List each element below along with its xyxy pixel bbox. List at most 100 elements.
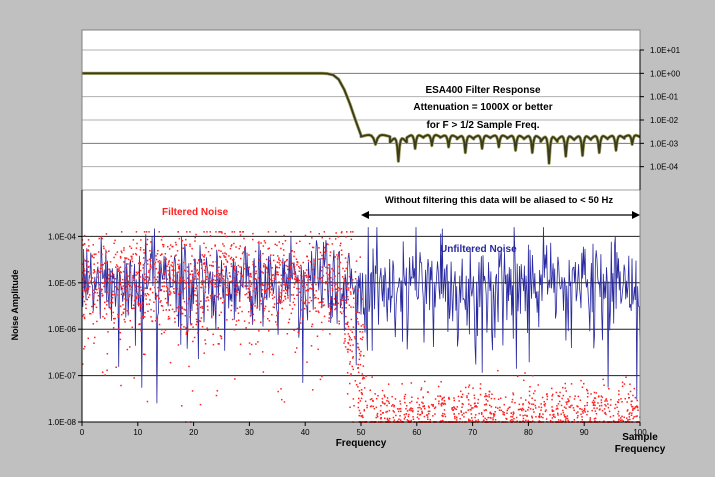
filtered-noise-point xyxy=(332,269,335,272)
filtered-noise-point xyxy=(220,337,223,340)
filtered-noise-point xyxy=(83,243,86,245)
filtered-noise-point xyxy=(259,259,261,261)
filtered-noise-point xyxy=(121,251,123,254)
filtered-noise-point xyxy=(559,419,562,421)
filtered-noise-point xyxy=(440,403,442,405)
filtered-noise-point xyxy=(246,293,248,295)
filtered-noise-point xyxy=(314,307,316,309)
filtered-noise-point xyxy=(295,280,297,283)
filtered-noise-point xyxy=(218,249,220,252)
filtered-noise-point xyxy=(271,274,274,277)
filtered-noise-point xyxy=(512,414,514,416)
filtered-noise-point xyxy=(182,297,185,300)
filtered-noise-point xyxy=(141,289,143,291)
filtered-noise-point xyxy=(573,409,575,411)
filtered-noise-point xyxy=(395,414,397,417)
filtered-noise-point xyxy=(408,420,410,422)
filtered-noise-point xyxy=(214,282,217,285)
filtered-noise-point xyxy=(453,399,455,402)
filtered-noise-point xyxy=(341,307,343,309)
filtered-noise-point xyxy=(562,420,564,423)
filtered-noise-point xyxy=(123,294,125,296)
filtered-noise-point xyxy=(177,306,180,308)
filtered-noise-point xyxy=(111,297,113,299)
filtered-noise-point xyxy=(112,293,114,296)
filtered-noise-point xyxy=(260,283,263,285)
filtered-noise-point xyxy=(411,408,414,410)
filtered-noise-point xyxy=(115,286,117,288)
filtered-noise-point xyxy=(218,343,220,345)
filtered-noise-point xyxy=(195,294,198,297)
filtered-noise-point xyxy=(333,303,335,305)
filtered-noise-point xyxy=(178,259,180,262)
filtered-noise-point xyxy=(97,295,100,297)
filtered-noise-point xyxy=(104,262,106,264)
filtered-noise-point xyxy=(114,239,116,242)
filtered-noise-point xyxy=(147,310,149,312)
filtered-noise-point xyxy=(94,336,96,339)
alias-arrow-head-left xyxy=(361,211,369,219)
filtered-noise-point xyxy=(319,378,322,381)
filtered-noise-point xyxy=(103,281,106,283)
filtered-noise-point xyxy=(116,288,119,290)
filtered-noise-point xyxy=(347,333,350,335)
filtered-noise-point xyxy=(461,414,463,416)
filtered-noise-point xyxy=(346,295,349,298)
filtered-noise-point xyxy=(93,263,95,265)
filtered-noise-point xyxy=(565,390,567,392)
filtered-noise-point xyxy=(131,326,133,329)
filtered-noise-point xyxy=(388,402,390,404)
filtered-noise-point xyxy=(131,256,133,258)
filtered-noise-point xyxy=(181,405,183,407)
filtered-noise-point xyxy=(375,397,378,400)
filtered-noise-point xyxy=(351,357,354,359)
filtered-noise-point xyxy=(344,257,347,259)
filtered-noise-point xyxy=(203,280,205,282)
filtered-noise-point xyxy=(348,287,350,289)
filtered-noise-point xyxy=(334,308,336,311)
filtered-noise-point xyxy=(566,417,569,420)
filtered-noise-point xyxy=(531,417,533,419)
filtered-noise-point xyxy=(350,293,352,295)
filtered-noise-point xyxy=(340,299,342,301)
filtered-noise-point xyxy=(304,272,306,274)
filtered-noise-point xyxy=(473,397,476,399)
filtered-noise-point xyxy=(197,278,199,280)
filtered-noise-point xyxy=(157,261,159,263)
filtered-noise-point xyxy=(627,409,629,411)
filtered-noise-point xyxy=(194,236,196,239)
filtered-noise-point xyxy=(637,409,639,411)
filtered-noise-point xyxy=(342,267,344,270)
filtered-noise-point xyxy=(185,238,187,241)
filtered-noise-point xyxy=(591,401,594,403)
filtered-noise-point xyxy=(568,399,570,402)
filtered-noise-point xyxy=(340,303,342,306)
filtered-noise-point xyxy=(148,231,150,233)
filtered-noise-point xyxy=(273,277,275,280)
filtered-noise-point xyxy=(102,245,105,248)
filtered-noise-point xyxy=(468,384,471,386)
filtered-noise-point xyxy=(330,277,332,279)
filtered-noise-point xyxy=(112,274,114,276)
filtered-noise-point xyxy=(443,402,446,405)
filtered-noise-point xyxy=(249,297,252,299)
filtered-noise-point xyxy=(235,324,237,326)
filtered-noise-point xyxy=(349,406,351,408)
filtered-noise-point xyxy=(361,338,363,341)
filtered-noise-point xyxy=(276,261,279,263)
filtered-noise-point xyxy=(126,285,128,288)
filtered-noise-point xyxy=(557,419,560,421)
filtered-noise-point xyxy=(589,418,591,421)
filtered-noise-point xyxy=(201,326,204,328)
filtered-noise-point xyxy=(222,292,224,295)
filtered-noise-point xyxy=(176,307,178,309)
filtered-noise-point xyxy=(206,231,208,233)
filtered-noise-point xyxy=(101,267,103,270)
filtered-noise-point xyxy=(407,415,410,418)
filtered-noise-point xyxy=(88,294,91,296)
filtered-noise-point xyxy=(173,288,175,290)
filtered-noise-point xyxy=(621,419,623,421)
filtered-noise-point xyxy=(318,301,320,304)
filtered-noise-point xyxy=(156,276,159,278)
filtered-noise-point xyxy=(311,268,314,271)
